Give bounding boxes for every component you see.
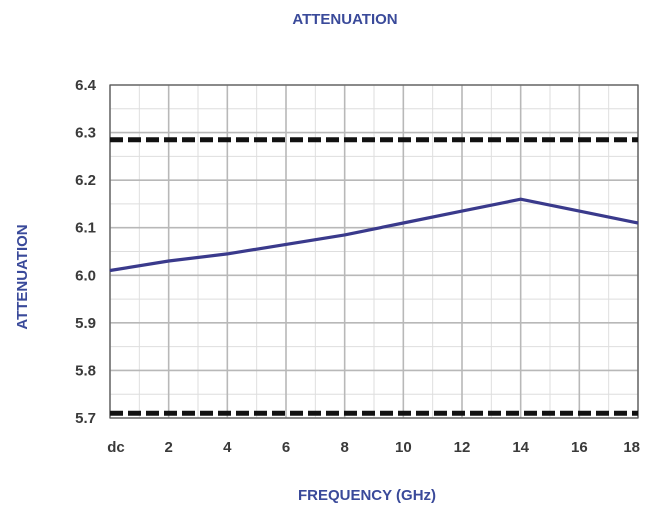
y-tick-label: 6.4 <box>75 77 97 94</box>
x-tick-label: 4 <box>223 439 232 456</box>
x-tick-label: 2 <box>164 439 172 456</box>
x-tick-label: 8 <box>340 439 348 456</box>
x-tick-label: dc <box>107 439 125 456</box>
minor-grid <box>110 85 638 418</box>
y-tick-label: 5.8 <box>75 362 96 379</box>
y-tick-label: 5.7 <box>75 410 96 427</box>
plot-frame <box>109 84 639 419</box>
x-axis-label: FREQUENCY (GHz) <box>298 487 436 504</box>
y-tick-label: 6.3 <box>75 125 96 142</box>
data-point <box>520 198 522 200</box>
x-tick-label: 10 <box>395 439 412 456</box>
series-line <box>109 197 639 273</box>
x-tick-labels: dc 2 4 6 8 10 12 14 16 18 <box>107 439 640 456</box>
series-layer <box>109 197 639 273</box>
data-point <box>461 210 463 212</box>
data-point <box>637 222 639 224</box>
data-point <box>578 210 580 212</box>
y-tick-labels: 5.7 5.8 5.9 6.0 6.1 6.2 6.3 6.4 <box>75 77 97 427</box>
data-point <box>285 243 287 245</box>
data-point <box>344 234 346 236</box>
x-tick-label: 16 <box>571 439 588 456</box>
data-point <box>109 270 111 272</box>
chart-title: ATTENUATION <box>292 11 397 28</box>
y-tick-label: 5.9 <box>75 315 96 332</box>
data-point <box>402 222 404 224</box>
data-point <box>226 253 228 255</box>
y-tick-label: 6.2 <box>75 172 96 189</box>
x-tick-label: 14 <box>512 439 529 456</box>
data-point <box>168 260 170 262</box>
y-tick-label: 6.1 <box>75 220 96 237</box>
y-axis-label: ATTENUATION <box>14 224 31 329</box>
x-tick-label: 12 <box>454 439 471 456</box>
y-tick-label: 6.0 <box>75 267 96 284</box>
limit-lines <box>110 137 638 416</box>
x-tick-label: 6 <box>282 439 290 456</box>
x-tick-label: 18 <box>623 439 640 456</box>
